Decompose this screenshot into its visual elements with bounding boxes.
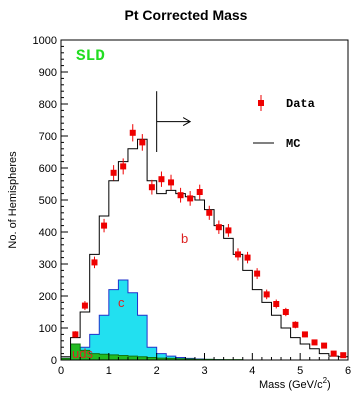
data-point (129, 124, 136, 142)
data-point (187, 191, 194, 206)
data-point-marker (110, 169, 117, 176)
x-axis-label-sup: 2 (323, 376, 328, 385)
x-tick-label: 3 (201, 365, 207, 377)
data-point (234, 248, 241, 261)
y-tick-label: 400 (39, 227, 57, 239)
label-uds: uds (72, 346, 93, 361)
data-point-marker (101, 222, 108, 229)
data-point (254, 268, 261, 280)
series-mc-histogram (61, 138, 348, 358)
data-point-marker (301, 331, 308, 338)
y-tick-label: 600 (39, 163, 57, 175)
data-point-marker (254, 270, 261, 277)
data-point (91, 256, 98, 269)
y-tick-label: 0 (51, 355, 57, 367)
data-point-marker (91, 259, 98, 266)
data-point (292, 321, 299, 329)
data-point-marker (311, 339, 318, 346)
data-point (81, 301, 88, 311)
experiment-label: SLD (76, 47, 105, 65)
data-point (158, 171, 165, 187)
x-axis-label-main: Mass (GeV/c (259, 379, 323, 391)
plot-area (60, 124, 348, 361)
data-point (244, 251, 251, 264)
data-point-marker (215, 224, 222, 231)
cut-marker-arrow-head (182, 117, 192, 127)
legend-mc-label: MC (286, 137, 300, 151)
x-axis: 0 1 2 3 4 5 6 (58, 353, 351, 377)
data-point-marker (187, 195, 194, 202)
x-tick-label: 5 (297, 365, 303, 377)
data-point (273, 299, 280, 309)
data-point-marker (206, 209, 213, 216)
data-point (196, 184, 203, 200)
data-point-marker (292, 321, 299, 328)
label-b: b (181, 231, 188, 246)
data-point (148, 179, 155, 195)
data-point (110, 165, 117, 181)
data-point-marker (225, 227, 232, 234)
data-point-marker (158, 176, 165, 183)
data-point-marker (120, 163, 127, 170)
data-point (72, 331, 79, 338)
y-tick-label: 200 (39, 291, 57, 303)
data-point-marker (282, 309, 289, 315)
data-point-marker (148, 184, 155, 191)
y-tick-label: 100 (39, 323, 57, 335)
y-axis: 0 100 200 300 400 500 600 700 800 900 1000 (33, 35, 68, 367)
data-point (139, 134, 146, 151)
data-point-marker (196, 189, 203, 195)
data-point (311, 339, 318, 346)
data-point (282, 307, 289, 317)
series-c-area (60, 279, 348, 361)
data-point-marker (321, 342, 328, 349)
cut-marker-arrow (156, 91, 192, 152)
data-point (206, 205, 213, 220)
data-point-marker (273, 301, 280, 307)
y-tick-label: 700 (39, 131, 57, 143)
data-point (215, 220, 222, 234)
y-axis-label: No. of Hemispheres (7, 151, 19, 249)
data-point (168, 174, 175, 191)
x-axis-label-end: ) (327, 379, 331, 391)
x-tick-label: 6 (345, 365, 351, 377)
data-point (263, 289, 270, 300)
data-point (340, 352, 347, 359)
y-tick-label: 300 (39, 259, 57, 271)
x-axis-label: Mass (GeV/c2) (259, 376, 331, 391)
data-point-marker (340, 352, 347, 359)
y-tick-label: 1000 (33, 35, 57, 47)
data-point-marker (72, 331, 79, 338)
data-point (101, 218, 108, 233)
y-tick-label: 500 (39, 195, 57, 207)
y-tick-label: 800 (39, 99, 57, 111)
chart-title: Pt Corrected Mass (125, 7, 248, 23)
data-point-marker (168, 179, 175, 186)
data-point (330, 350, 337, 357)
data-point (301, 331, 308, 338)
data-point-marker (330, 350, 337, 357)
label-c: c (118, 295, 125, 310)
data-point-marker (81, 302, 88, 309)
x-tick-label: 1 (106, 365, 112, 377)
legend-data-marker (258, 95, 264, 111)
data-point (225, 224, 232, 237)
data-point (321, 342, 328, 349)
data-point-marker (139, 139, 146, 146)
data-point-marker (234, 251, 241, 258)
x-tick-label: 0 (58, 365, 64, 377)
data-point-marker (244, 254, 251, 261)
data-point-marker (129, 129, 136, 136)
legend: Data MC (253, 95, 315, 151)
data-point (177, 187, 184, 203)
legend-data-label: Data (286, 97, 315, 111)
data-point-marker (177, 192, 184, 199)
x-tick-label: 2 (154, 365, 160, 377)
y-tick-label: 900 (39, 67, 57, 79)
data-point-marker (263, 291, 270, 298)
data-point (120, 158, 127, 175)
x-tick-label: 4 (249, 365, 255, 377)
